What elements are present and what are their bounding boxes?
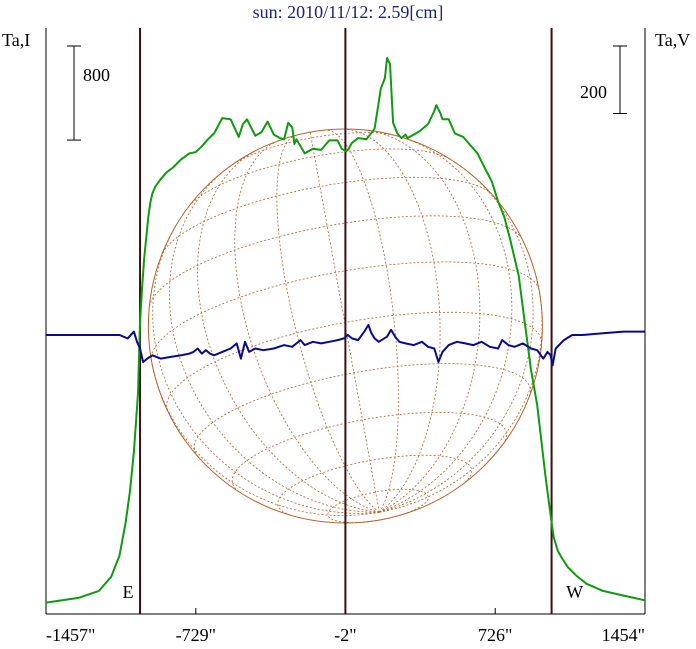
solar-disk-grid [149, 128, 543, 523]
longitude-line [345, 128, 441, 513]
longitude-line [152, 224, 380, 514]
x-tick-label: 726" [478, 625, 512, 645]
latitude-line [162, 176, 492, 254]
longitude-line [234, 141, 380, 513]
longitude-line [276, 135, 380, 513]
x-tick-label: 1454" [602, 625, 645, 645]
intensity-series-line [45, 57, 646, 604]
latitude-line [193, 363, 531, 457]
longitude-line [309, 132, 380, 513]
latitude-line [231, 412, 508, 492]
x-tick-label: -1457" [46, 625, 95, 645]
limb-marker-label: W [566, 582, 583, 602]
latitude-line [327, 488, 429, 523]
limb-marker-label: E [123, 582, 134, 602]
x-tick-label: -729" [176, 625, 216, 645]
longitude-line [379, 135, 513, 513]
latitude-line [277, 454, 473, 516]
scale-bar-label: 800 [83, 65, 110, 85]
longitude-line [325, 129, 399, 513]
longitude-line [151, 361, 380, 516]
longitude-line [168, 166, 380, 513]
latitude-line [166, 311, 542, 412]
polarization-series-line [46, 323, 645, 367]
longitude-line [197, 150, 380, 513]
longitude-line [379, 290, 543, 513]
scale-bar-label: 200 [580, 82, 607, 102]
longitude-line [367, 129, 481, 513]
latitude-line [150, 261, 540, 362]
longitude-line [379, 171, 534, 513]
y-axis-label-left: Ta,I [2, 30, 31, 50]
chart-title: sun: 2010/11/12: 2.59[cm] [252, 2, 444, 22]
x-tick-label: -2" [334, 625, 356, 645]
latitude-line [149, 215, 523, 307]
y-axis-label-right: Ta,V [655, 30, 691, 50]
